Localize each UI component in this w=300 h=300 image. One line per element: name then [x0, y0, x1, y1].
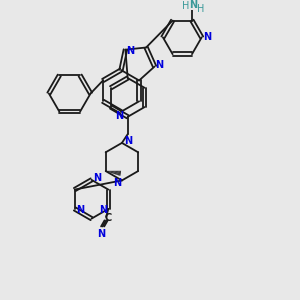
Text: N: N [99, 206, 107, 215]
Text: H: H [197, 4, 204, 14]
Text: N: N [126, 46, 134, 56]
Text: N: N [203, 32, 211, 42]
Text: N: N [76, 206, 84, 215]
Text: N: N [116, 111, 124, 121]
Text: N: N [112, 178, 121, 188]
Text: N: N [155, 60, 163, 70]
Text: N: N [93, 173, 101, 183]
Text: N: N [189, 0, 197, 10]
Text: H: H [182, 1, 189, 11]
Text: N: N [97, 229, 105, 239]
Text: N: N [124, 136, 132, 146]
Text: C: C [105, 213, 112, 223]
